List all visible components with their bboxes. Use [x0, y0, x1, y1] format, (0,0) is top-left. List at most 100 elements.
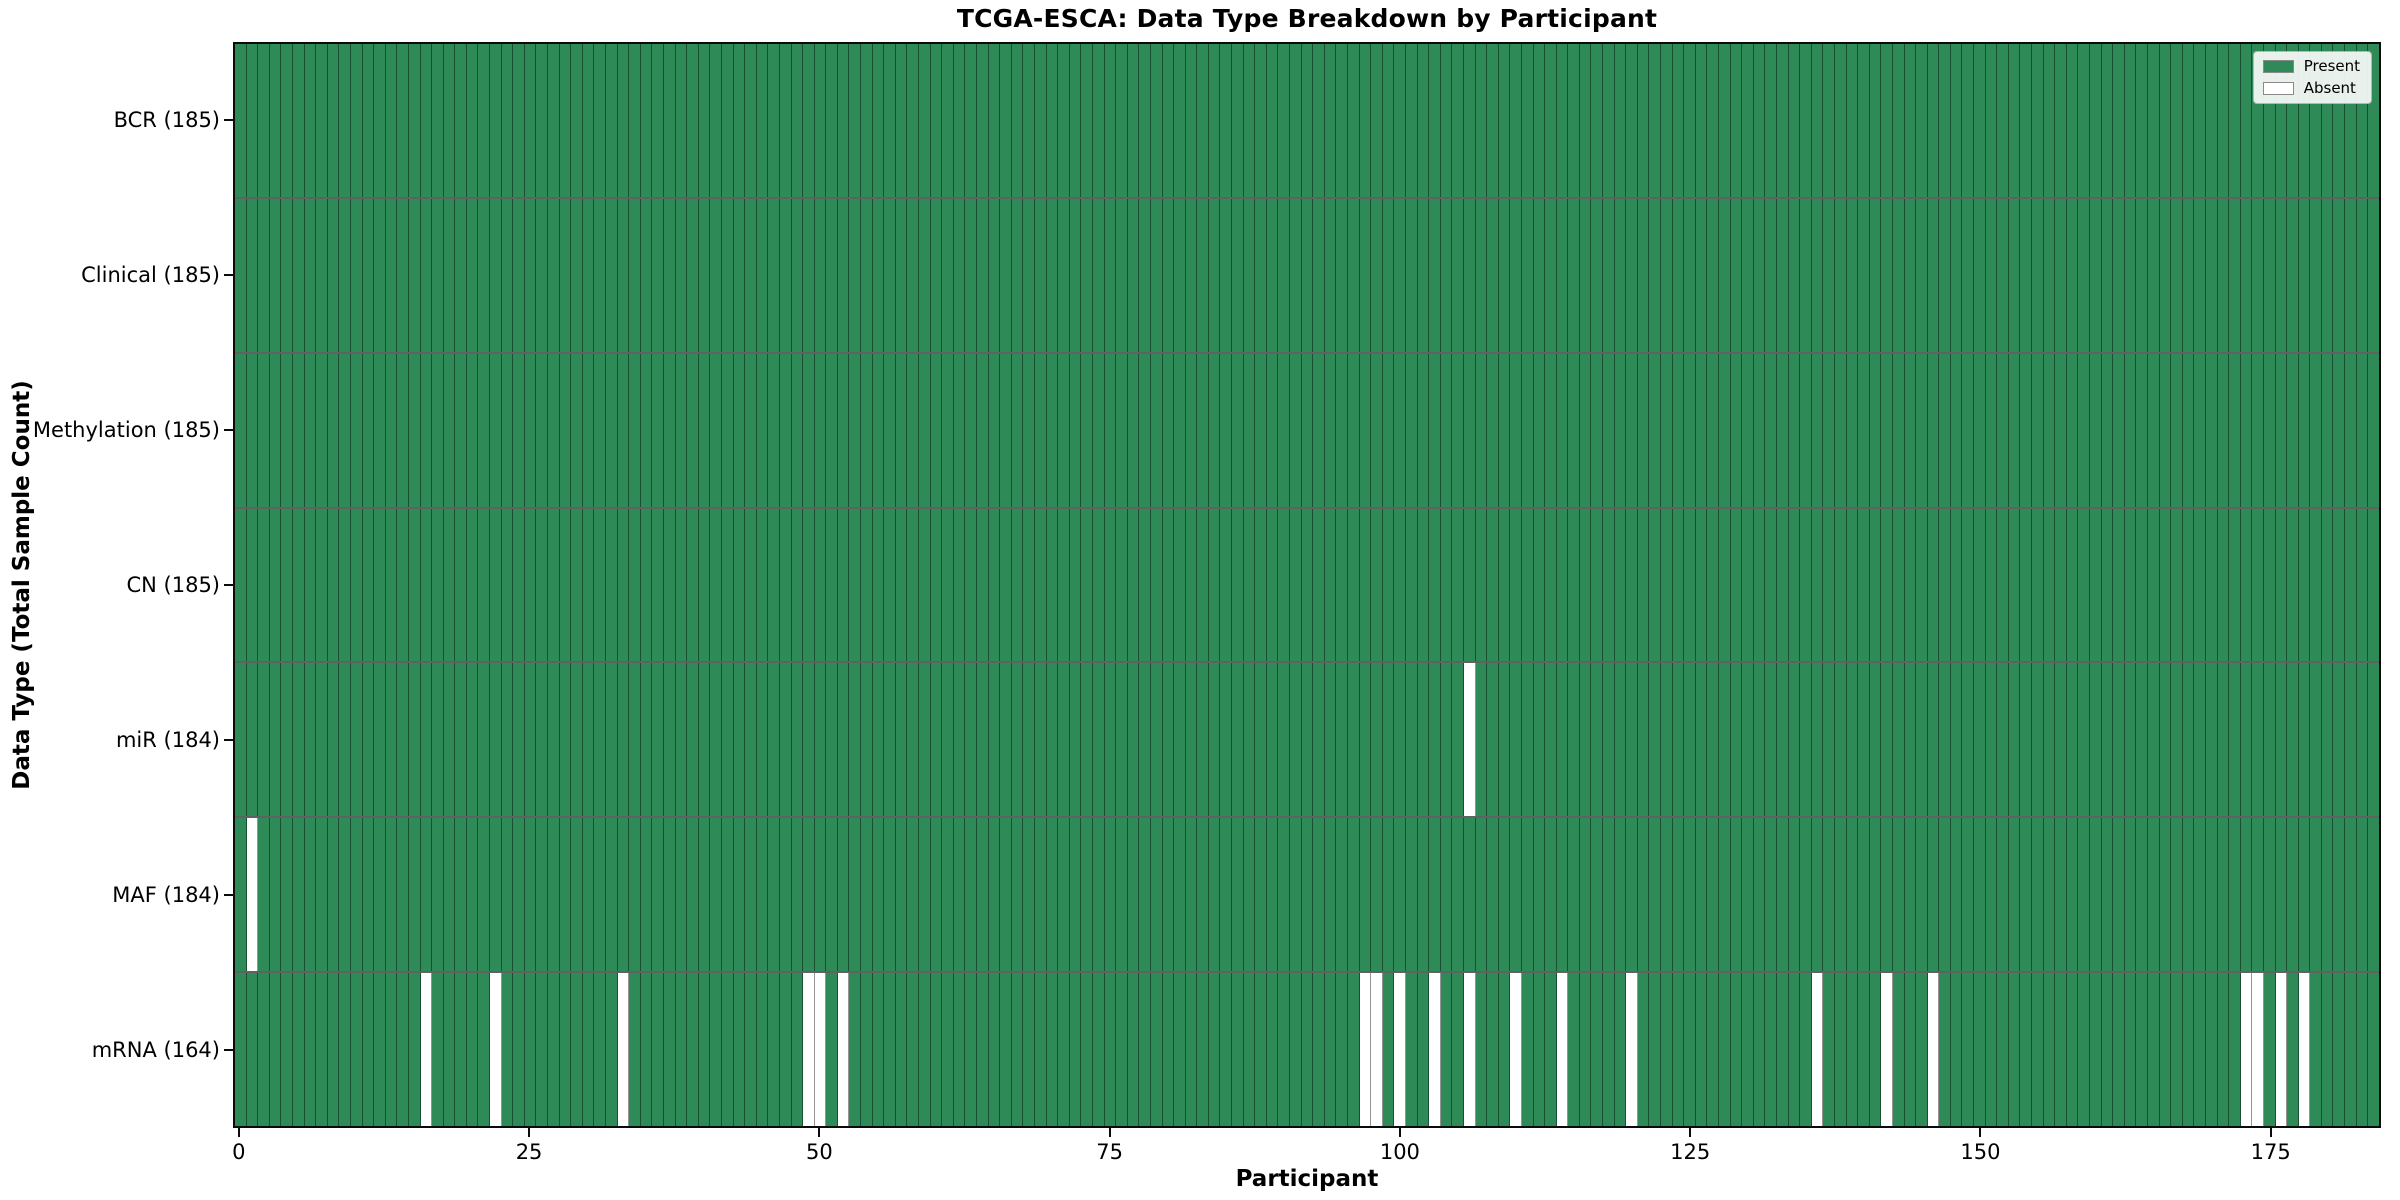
- heatmap-cell: [2252, 663, 2264, 817]
- heatmap-cell: [2124, 663, 2137, 817]
- heatmap-cell: [1892, 198, 1905, 352]
- heatmap-cell: [1719, 663, 1731, 817]
- heatmap-cell: [536, 973, 549, 1127]
- heatmap-cell: [2356, 353, 2369, 507]
- heatmap-cell: [1904, 353, 1917, 507]
- heatmap-cell: [698, 818, 711, 972]
- heatmap-cell: [1545, 818, 1557, 972]
- heatmap-cell: [1742, 973, 1754, 1127]
- heatmap-cell: [1962, 44, 1975, 197]
- heatmap-cell: [2252, 508, 2264, 662]
- heatmap-cell: [1927, 663, 1940, 817]
- heatmap-cell: [339, 973, 351, 1127]
- heatmap-cell: [1139, 198, 1151, 352]
- heatmap-cell: [2090, 44, 2102, 197]
- heatmap-cell: [1626, 663, 1638, 817]
- heatmap-cell: [1858, 663, 1870, 817]
- heatmap-cell: [420, 44, 433, 197]
- heatmap-cell: [861, 973, 873, 1127]
- x-tick-mark: [1689, 1128, 1692, 1137]
- heatmap-cell: [1545, 508, 1557, 662]
- heatmap-cell: [1127, 508, 1140, 662]
- heatmap-cell: [1661, 198, 1673, 352]
- heatmap-cell: [1197, 353, 1209, 507]
- heatmap-cell: [2368, 818, 2379, 972]
- heatmap-cell: [849, 973, 862, 1127]
- heatmap-cell: [1081, 508, 1093, 662]
- heatmap-cell: [2287, 663, 2299, 817]
- heatmap-cell: [443, 198, 456, 352]
- heatmap-cell: [536, 663, 549, 817]
- heatmap-cell: [2310, 818, 2322, 972]
- heatmap-cell: [640, 818, 653, 972]
- heatmap-cell: [1614, 508, 1627, 662]
- heatmap-cell: [1174, 198, 1186, 352]
- heatmap-cell: [281, 44, 293, 197]
- heatmap-cell: [1058, 353, 1070, 507]
- heatmap-cell: [988, 973, 1001, 1127]
- heatmap-cell: [1881, 44, 1893, 197]
- heatmap-cell: [1405, 198, 1418, 352]
- heatmap-cell: [2020, 198, 2033, 352]
- heatmap-cell: [281, 508, 293, 662]
- heatmap-cell: [397, 818, 409, 972]
- heatmap-cell: [1649, 973, 1662, 1127]
- heatmap-cell: [2008, 973, 2021, 1127]
- heatmap-cell: [2124, 198, 2137, 352]
- heatmap-cell: [536, 198, 549, 352]
- heatmap-cell: [2321, 508, 2334, 662]
- heatmap-cell: [2263, 818, 2276, 972]
- heatmap-cell: [246, 353, 259, 507]
- heatmap-cell: [1232, 353, 1244, 507]
- heatmap-cell: [2240, 198, 2253, 352]
- heatmap-cell: [930, 818, 943, 972]
- heatmap-cell: [1614, 818, 1627, 972]
- heatmap-cell: [420, 663, 433, 817]
- heatmap-cell: [2333, 44, 2346, 197]
- heatmap-cell: [559, 973, 572, 1127]
- heatmap-cell: [594, 818, 606, 972]
- heatmap-cell: [675, 508, 688, 662]
- heatmap-cell: [1359, 973, 1372, 1127]
- heatmap-cell: [2147, 818, 2160, 972]
- heatmap-cell: [2310, 508, 2322, 662]
- heatmap-cell: [350, 44, 363, 197]
- heatmap-cell: [1568, 818, 1580, 972]
- heatmap-cell: [1603, 353, 1615, 507]
- heatmap-cell: [1243, 44, 1256, 197]
- heatmap-cell: [2287, 508, 2299, 662]
- heatmap-cell: [1313, 198, 1325, 352]
- legend-label: Absent: [2303, 79, 2356, 97]
- heatmap-cell: [1568, 663, 1580, 817]
- heatmap-cell: [919, 973, 931, 1127]
- heatmap-cell: [1637, 198, 1650, 352]
- heatmap-cell: [1904, 818, 1917, 972]
- heatmap-cell: [408, 973, 421, 1127]
- heatmap-cell: [2090, 353, 2102, 507]
- heatmap-cell: [397, 663, 409, 817]
- heatmap-cell: [1278, 198, 1291, 352]
- heatmap-cell: [1997, 353, 2009, 507]
- heatmap-cell: [1591, 818, 1604, 972]
- heatmap-cell: [1661, 353, 1673, 507]
- heatmap-cell: [478, 818, 491, 972]
- heatmap-cell: [536, 818, 549, 972]
- heatmap-cell: [2263, 353, 2276, 507]
- heatmap-cell: [1498, 44, 1511, 197]
- heatmap-cell: [1104, 198, 1117, 352]
- heatmap-cell: [1463, 508, 1476, 662]
- heatmap-cell: [316, 508, 328, 662]
- heatmap-cell: [1707, 973, 1719, 1127]
- heatmap-cell: [1324, 818, 1337, 972]
- heatmap-cell: [524, 353, 537, 507]
- heatmap-cell: [524, 973, 537, 1127]
- heatmap-cell: [1394, 44, 1406, 197]
- heatmap-cell: [1881, 663, 1893, 817]
- heatmap-cell: [1846, 198, 1859, 352]
- heatmap-cell: [513, 198, 525, 352]
- heatmap-cell: [861, 44, 873, 197]
- heatmap-cell: [1823, 663, 1835, 817]
- heatmap-cell: [1058, 44, 1070, 197]
- heatmap-cell: [1487, 198, 1499, 352]
- heatmap-cell: [2101, 353, 2114, 507]
